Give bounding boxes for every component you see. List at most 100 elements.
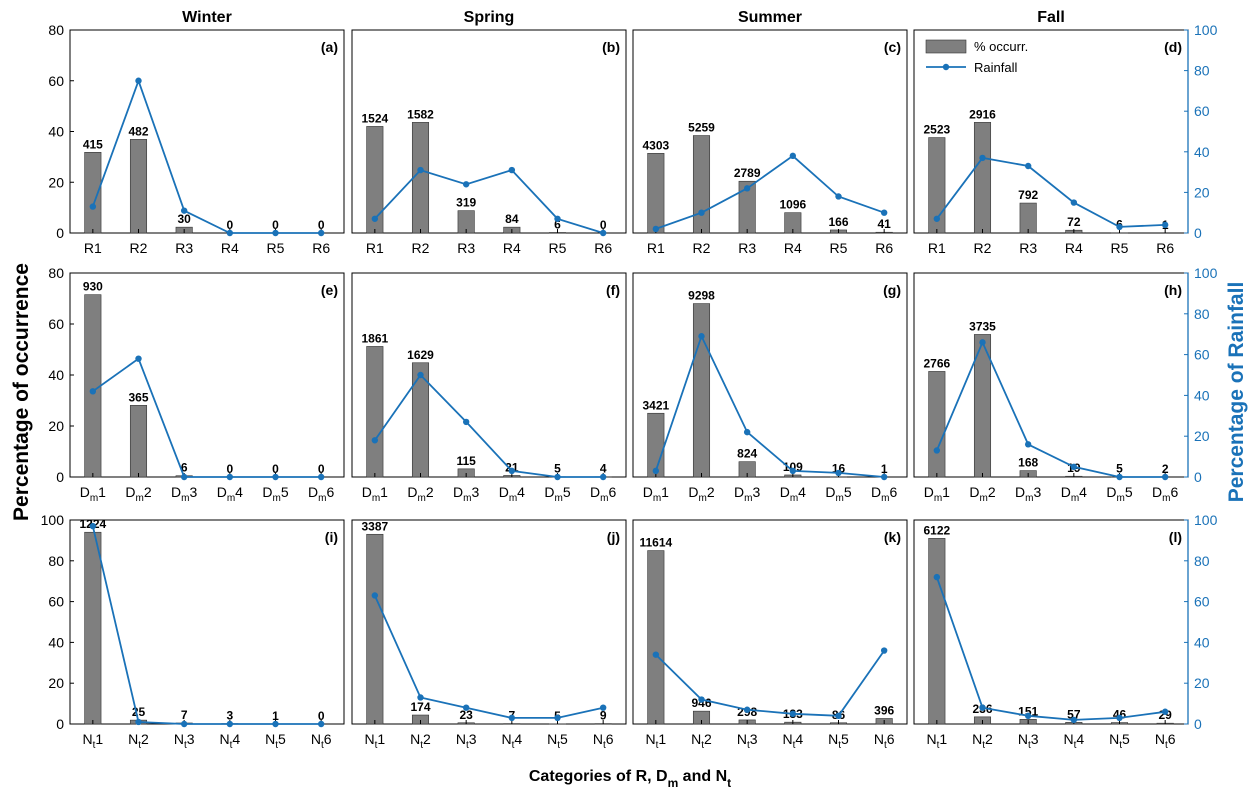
- category-label-suffix: 1: [380, 484, 388, 500]
- count-label: 23: [459, 708, 473, 722]
- category-label-main: R4: [503, 240, 521, 256]
- category-label-suffix: 4: [232, 731, 240, 747]
- count-label: 1524: [361, 111, 388, 125]
- occurrence-bar: [692, 135, 711, 234]
- rainfall-point: [835, 469, 842, 477]
- count-label: 2789: [734, 166, 761, 180]
- category-label-main: D: [1061, 484, 1071, 500]
- panel-tag: (b): [602, 39, 620, 55]
- left-tick-label: 60: [48, 594, 64, 610]
- rainfall-point: [698, 333, 705, 340]
- category-label-main: D: [688, 484, 698, 500]
- rainfall-point: [508, 166, 516, 174]
- category-label: R5: [830, 240, 848, 256]
- category-label-main: N: [311, 731, 321, 747]
- category-label-sub: t: [275, 740, 278, 751]
- category-label: R6: [312, 240, 330, 256]
- category-label-main: D: [590, 484, 600, 500]
- left-tick-label: 60: [48, 73, 64, 89]
- category-label: Dm4: [780, 484, 806, 504]
- category-label-suffix: 4: [795, 731, 803, 747]
- category-label: Dm6: [590, 484, 616, 504]
- category-label-main: N: [410, 731, 420, 747]
- category-label: Dm4: [217, 484, 243, 504]
- panel-tag: (e): [321, 282, 338, 298]
- category-label: Dm2: [969, 484, 995, 504]
- rainfall-point: [462, 704, 470, 711]
- category-label-suffix: 2: [423, 731, 431, 747]
- count-label: 7: [181, 708, 188, 722]
- panel-tag: (l): [1169, 529, 1182, 545]
- category-label-main: N: [265, 731, 275, 747]
- season-title: Summer: [738, 9, 802, 26]
- category-label-sub: m: [227, 493, 235, 504]
- count-label: 9298: [688, 289, 715, 303]
- rainfall-point: [272, 473, 279, 481]
- category-label-sub: t: [420, 740, 423, 751]
- category-label-sub: m: [1162, 493, 1170, 504]
- category-label: Nt4: [1063, 731, 1084, 751]
- rainfall-point: [743, 428, 751, 436]
- category-label: R5: [267, 240, 285, 256]
- category-label-suffix: 2: [144, 484, 152, 500]
- category-label: Dm3: [453, 484, 479, 504]
- category-label: R2: [130, 240, 148, 256]
- category-label-main: D: [217, 484, 227, 500]
- category-label: Nt6: [311, 731, 332, 751]
- rainfall-point: [599, 704, 607, 711]
- rainfall-point: [880, 647, 888, 654]
- category-label-main: D: [643, 484, 653, 500]
- count-label: 0: [318, 462, 325, 476]
- category-label-sub: t: [230, 740, 233, 751]
- panel-frame: [632, 29, 908, 234]
- category-label-sub: m: [135, 493, 143, 504]
- panel-tag: (k): [884, 529, 901, 545]
- category-label-suffix: 1: [98, 484, 106, 500]
- season-title: Fall: [1037, 9, 1065, 26]
- category-label-main: D: [499, 484, 509, 500]
- category-label-suffix: 6: [609, 484, 617, 500]
- category-label-main: R3: [457, 240, 475, 256]
- category-label: R4: [784, 240, 802, 256]
- rainfall-point: [652, 225, 660, 233]
- category-label-main: R6: [1156, 240, 1174, 256]
- count-label: 0: [272, 462, 279, 476]
- category-label: Dm4: [1061, 484, 1087, 504]
- category-label-main: N: [691, 731, 701, 747]
- legend-bar-label: % occurr.: [974, 39, 1028, 54]
- right-tick-label: 40: [1194, 387, 1210, 403]
- category-label-main: N: [128, 731, 138, 747]
- category-label-main: D: [308, 484, 318, 500]
- category-label: Dm3: [734, 484, 760, 504]
- rainfall-point: [1024, 162, 1032, 170]
- right-tick-label: 0: [1194, 225, 1202, 241]
- count-label: 4: [600, 462, 607, 476]
- category-label: R3: [738, 240, 756, 256]
- panel-frame: [632, 272, 908, 478]
- legend-bar-swatch: [925, 39, 967, 54]
- category-label-suffix: 5: [563, 484, 571, 500]
- rainfall-line: [654, 333, 885, 478]
- rainfall-point: [554, 714, 561, 722]
- occurrence-bar: [928, 538, 946, 725]
- category-label-main: N: [828, 731, 838, 747]
- rainfall-point: [652, 651, 660, 658]
- left-tick-label: 0: [56, 716, 64, 732]
- rainfall-line: [935, 576, 1166, 721]
- category-label-suffix: 5: [841, 731, 849, 747]
- category-label-main: N: [174, 731, 184, 747]
- rainfall-line: [655, 154, 885, 230]
- category-label-main: D: [871, 484, 881, 500]
- x-axis-label-mid: and N: [678, 768, 727, 785]
- rainfall-point: [180, 207, 188, 214]
- rainfall-line: [374, 373, 604, 478]
- rainfall-point: [272, 720, 279, 728]
- rainfall-point: [743, 185, 751, 192]
- category-label-main: R4: [1065, 240, 1083, 256]
- category-label-main: R5: [830, 240, 848, 256]
- count-label: 930: [83, 280, 103, 294]
- left-tick-label: 80: [48, 22, 64, 38]
- category-label: R1: [928, 240, 946, 256]
- rainfall-point: [1070, 199, 1078, 206]
